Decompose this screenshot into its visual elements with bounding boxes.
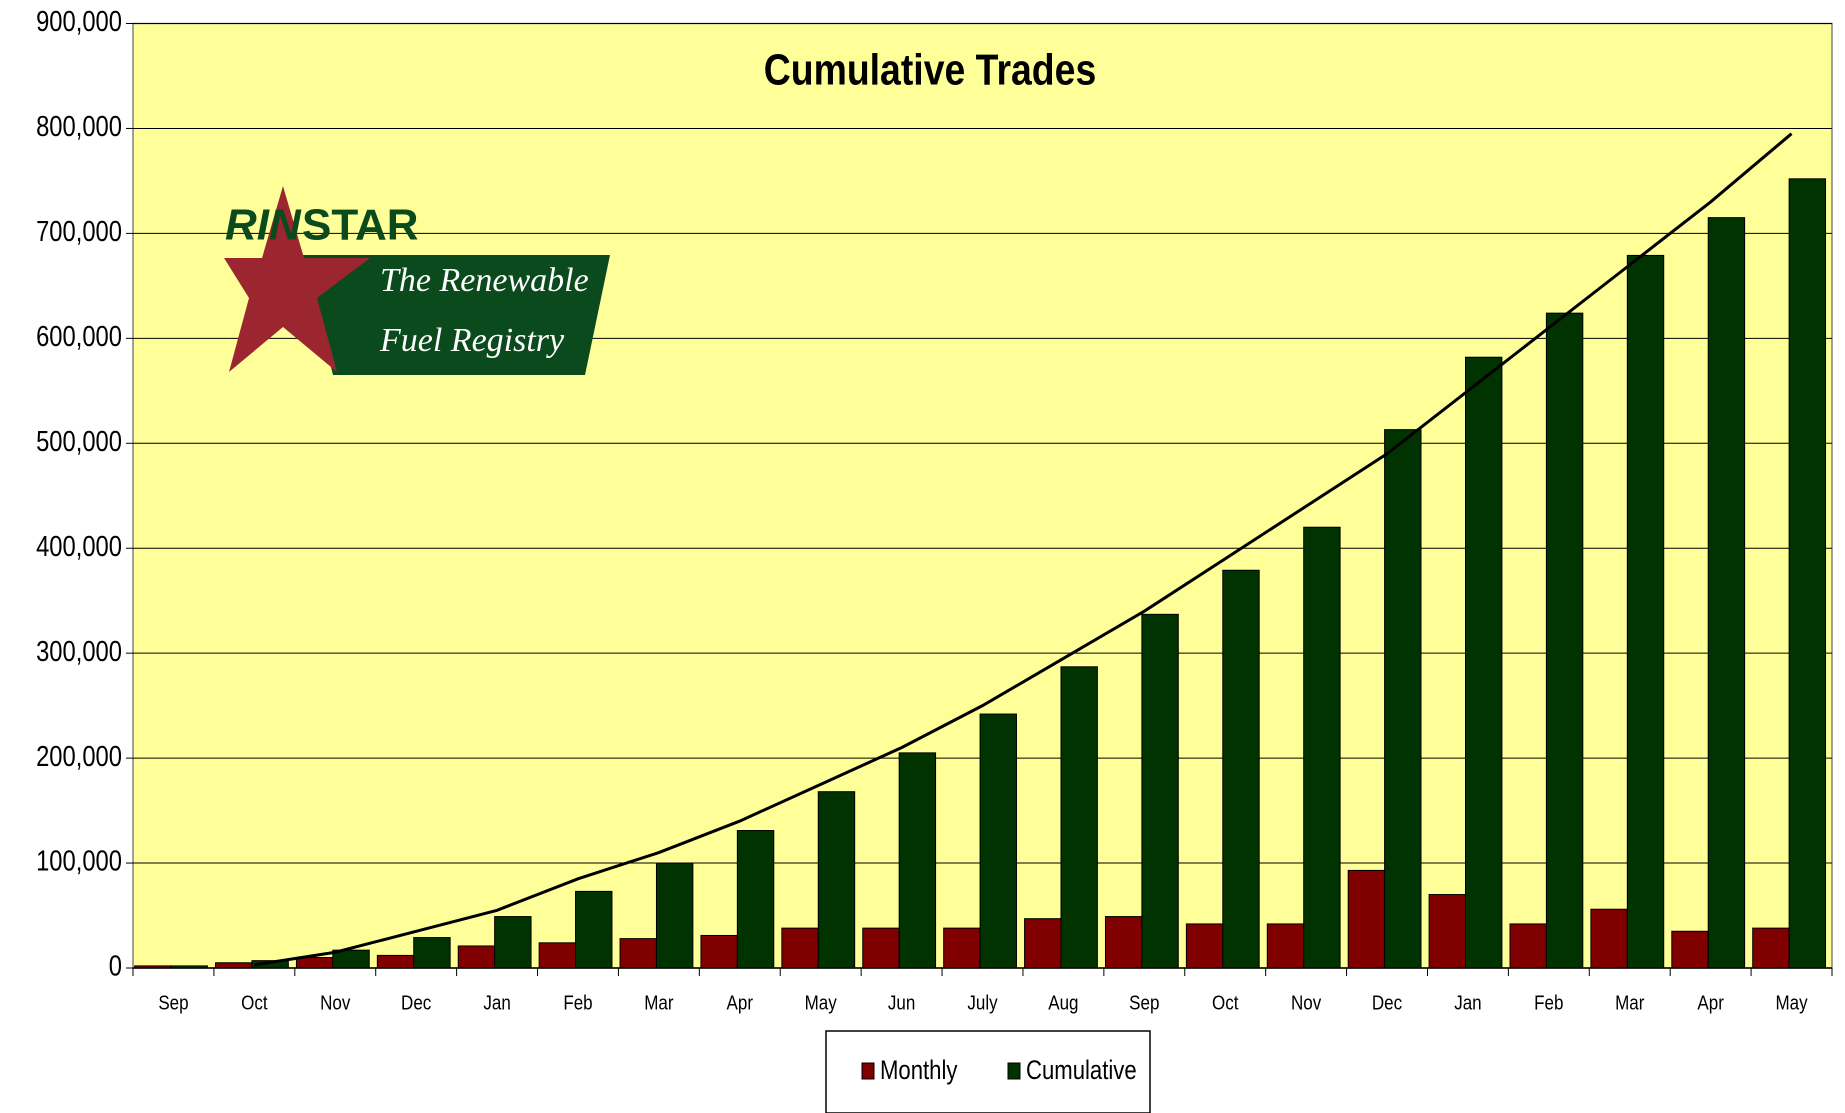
bar: [295, 957, 334, 969]
x-tick-label: Dec: [401, 991, 431, 1014]
x-tick-label: Nov: [320, 991, 351, 1014]
logo: RIN STAR The Renewable Fuel Registry: [224, 186, 610, 375]
bar: [943, 927, 981, 969]
trend-line: [254, 132, 1793, 967]
x-tick-label: Oct: [1212, 991, 1239, 1014]
bar: [1509, 923, 1547, 969]
bar: [1303, 526, 1341, 969]
bar: [1266, 923, 1305, 969]
x-tick-label: Nov: [1291, 991, 1322, 1014]
bar: [1222, 569, 1260, 969]
bar: [1024, 918, 1062, 969]
bar: [619, 938, 657, 969]
logo-star: [224, 186, 370, 372]
bar: [1788, 178, 1827, 969]
bar: [1141, 613, 1179, 969]
bar: [736, 830, 775, 969]
bar: [538, 942, 577, 969]
x-tick-label: Oct: [241, 991, 268, 1014]
x-tick-label: Sep: [1129, 991, 1159, 1014]
x-tick-label: May: [1775, 991, 1808, 1014]
y-tick-label: 800,000: [36, 110, 122, 143]
bar: [700, 934, 738, 969]
bar: [215, 962, 253, 969]
y-tick-label: 700,000: [36, 215, 122, 248]
bar: [413, 937, 451, 969]
x-tick-label: Jan: [1454, 991, 1481, 1014]
bar: [494, 916, 532, 969]
x-tick-label: Apr: [1697, 991, 1723, 1014]
y-tick-label: 200,000: [36, 740, 122, 773]
logo-tagline: Fuel Registry: [379, 322, 565, 359]
x-tick-label: Jan: [483, 991, 510, 1014]
bar: [1590, 908, 1628, 969]
legend-swatch: [861, 1062, 875, 1080]
bar: [1671, 930, 1709, 969]
bar: [1060, 666, 1098, 969]
y-tick-label: 100,000: [36, 844, 122, 877]
bar: [1465, 356, 1503, 969]
bar: [1185, 923, 1224, 969]
bar: [817, 791, 856, 969]
bar: [1545, 312, 1584, 969]
bar: [1428, 894, 1467, 969]
logo-brand: STAR: [302, 201, 419, 250]
bar: [1384, 429, 1422, 969]
x-tick-label: Sep: [158, 991, 188, 1014]
bar: [457, 945, 496, 969]
bar: [862, 927, 900, 969]
x-tick-label: Jun: [888, 991, 915, 1014]
y-tick-label: 400,000: [36, 530, 122, 563]
bar: [979, 713, 1017, 969]
x-tick-label: Apr: [727, 991, 753, 1014]
x-tick-label: Feb: [1534, 991, 1563, 1014]
bar: [655, 862, 694, 969]
bar: [376, 954, 415, 969]
y-tick-label: 300,000: [36, 635, 122, 668]
legend: Monthly Cumulative: [825, 1030, 1151, 1113]
legend-swatch: [1007, 1062, 1021, 1080]
legend-label: Cumulative: [1026, 1056, 1137, 1086]
bar: [134, 965, 172, 969]
y-tick-label: 600,000: [36, 320, 122, 353]
bar: [575, 890, 613, 969]
x-tick-label: Feb: [563, 991, 592, 1014]
x-tick-label: July: [967, 991, 998, 1014]
x-tick-label: Dec: [1372, 991, 1402, 1014]
bar: [1626, 254, 1665, 969]
bar: [1347, 869, 1386, 969]
logo-tagline: The Renewable: [380, 262, 589, 299]
bar: [781, 927, 819, 969]
legend-box: [825, 1030, 1151, 1113]
y-tick-label: 900,000: [36, 5, 122, 38]
chart-title: Cumulative Trades: [764, 45, 1097, 95]
x-tick-label: May: [805, 991, 838, 1014]
logo-brand: RIN: [225, 201, 302, 250]
logo-banner: [303, 255, 610, 375]
y-tick-label: 0: [109, 949, 122, 982]
x-tick-label: Mar: [1615, 991, 1644, 1014]
legend-label: Monthly: [880, 1056, 958, 1086]
bar: [170, 965, 208, 969]
bar: [1752, 927, 1790, 969]
bar: [898, 752, 937, 969]
x-tick-label: Mar: [644, 991, 673, 1014]
bar: [332, 949, 370, 969]
y-tick-label: 500,000: [36, 425, 122, 458]
bar: [1707, 217, 1746, 969]
bar: [251, 960, 289, 969]
x-tick-label: Aug: [1048, 991, 1078, 1014]
marks: [134, 132, 1827, 969]
bar: [1104, 916, 1143, 969]
